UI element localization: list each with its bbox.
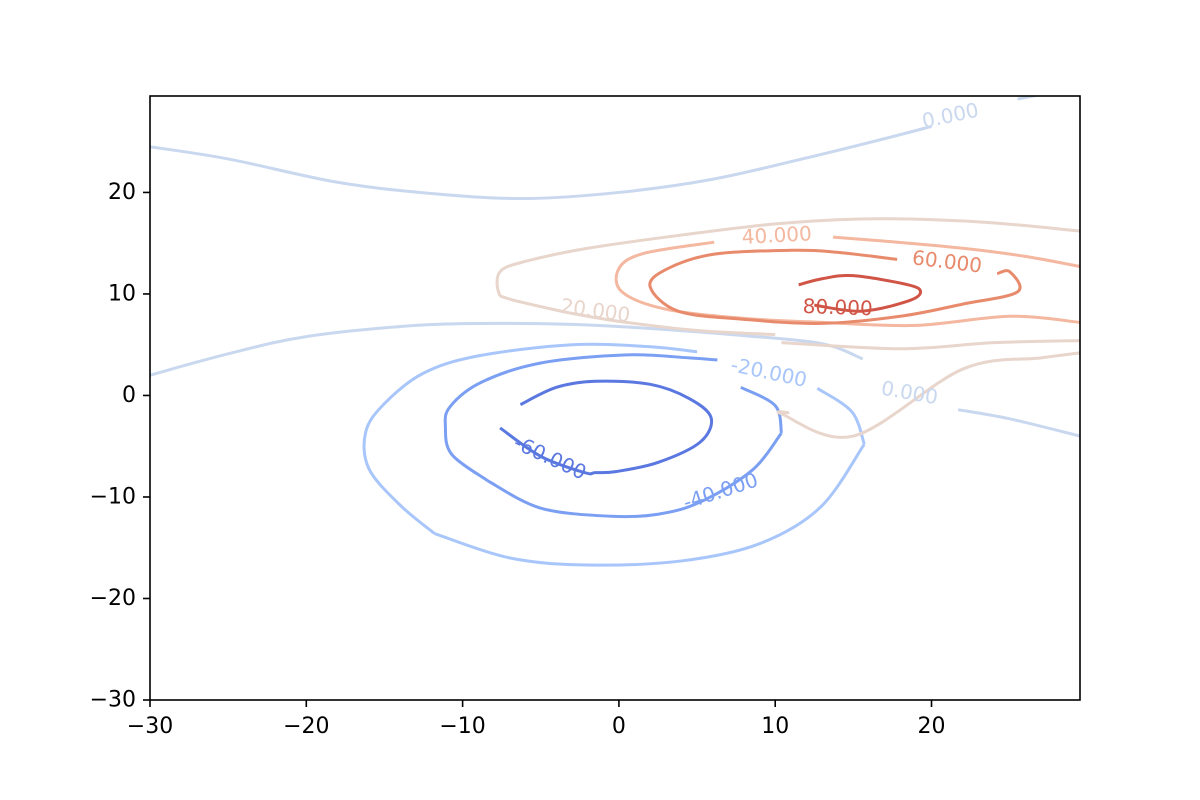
x-tick-label: −20 xyxy=(283,714,329,739)
y-tick-label: −10 xyxy=(90,484,136,509)
contour-line-level-neg20 xyxy=(816,387,866,445)
contour-line-level-0 xyxy=(957,408,1080,438)
y-axis: −30 −20 −10 0 10 20 xyxy=(90,180,150,713)
y-tick-label: −30 xyxy=(90,688,136,713)
contour-line-level-0 xyxy=(1017,96,1042,101)
contour-line-level-20 xyxy=(495,217,1080,314)
x-tick-label: 0 xyxy=(612,714,626,739)
contour-label: 40.000 xyxy=(741,221,812,249)
x-axis: −30 −20 −10 0 10 20 xyxy=(127,700,946,739)
contour-line-level-60 xyxy=(648,248,1022,325)
contour-label: 80.000 xyxy=(802,294,873,320)
contour-line-level-40 xyxy=(832,235,1080,269)
plot-frame xyxy=(149,95,1081,701)
contour-lines xyxy=(150,96,1080,567)
contour-line-level-20 xyxy=(776,351,1080,439)
contour-line-level-neg40 xyxy=(740,385,783,434)
x-tick-label: 10 xyxy=(761,714,789,739)
contour-line-level-neg40 xyxy=(486,432,783,519)
contour-labels: 0.00040.00060.00080.00020.000-20.0000.00… xyxy=(510,98,983,515)
contour-line-level-80 xyxy=(798,273,923,313)
x-tick-label: −30 xyxy=(127,714,173,739)
y-tick-label: −20 xyxy=(90,586,136,611)
contour-line-level-neg40 xyxy=(443,353,718,482)
contour-line-level-neg20 xyxy=(362,342,698,535)
contour-line-level-20 xyxy=(565,310,776,337)
contour-line-level-20 xyxy=(781,339,1080,351)
y-tick-label: 0 xyxy=(122,383,136,408)
contour-line-level-0 xyxy=(150,124,932,201)
y-tick-label: 20 xyxy=(108,180,136,205)
x-tick-label: 20 xyxy=(918,714,946,739)
contour-line-level-0 xyxy=(150,321,864,377)
x-tick-label: −10 xyxy=(439,714,485,739)
contour-line-level-neg60 xyxy=(499,379,714,476)
contour-line-level-neg20 xyxy=(434,443,866,567)
y-tick-label: 10 xyxy=(108,281,136,306)
